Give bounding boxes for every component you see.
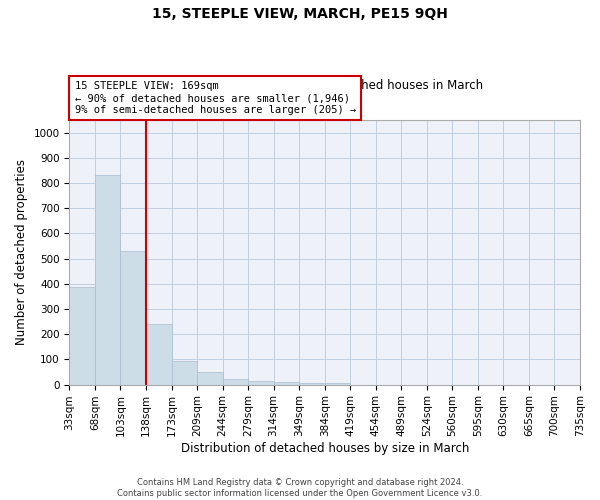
- Text: 15, STEEPLE VIEW, MARCH, PE15 9QH: 15, STEEPLE VIEW, MARCH, PE15 9QH: [152, 8, 448, 22]
- Bar: [70, 287, 95, 384]
- Bar: [172, 360, 197, 384]
- Bar: [146, 324, 172, 384]
- Text: 15 STEEPLE VIEW: 169sqm
← 90% of detached houses are smaller (1,946)
9% of semi-: 15 STEEPLE VIEW: 169sqm ← 90% of detache…: [74, 82, 356, 114]
- Text: Contains HM Land Registry data © Crown copyright and database right 2024.
Contai: Contains HM Land Registry data © Crown c…: [118, 478, 482, 498]
- Bar: [223, 379, 248, 384]
- Bar: [121, 251, 146, 384]
- Title: Size of property relative to detached houses in March: Size of property relative to detached ho…: [166, 80, 483, 92]
- Y-axis label: Number of detached properties: Number of detached properties: [15, 159, 28, 345]
- X-axis label: Distribution of detached houses by size in March: Distribution of detached houses by size …: [181, 442, 469, 455]
- Bar: [299, 383, 325, 384]
- Bar: [248, 381, 274, 384]
- Bar: [274, 382, 299, 384]
- Bar: [197, 372, 223, 384]
- Bar: [95, 175, 121, 384]
